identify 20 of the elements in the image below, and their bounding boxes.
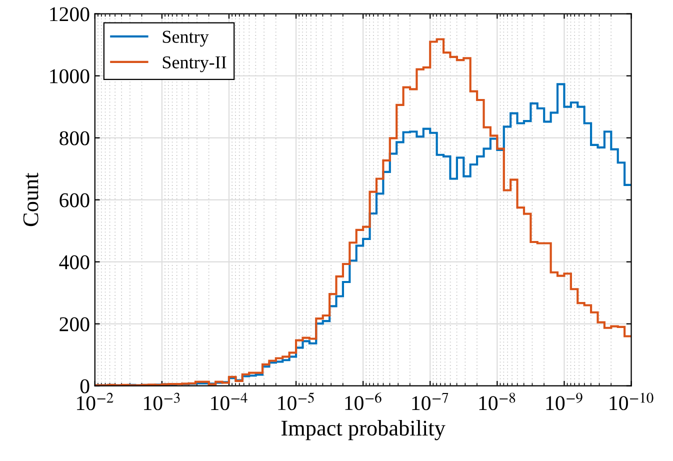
- x-tick-label: 10$^{−4}$: [211, 392, 248, 410]
- x-axis-title: Impact probability: [282, 420, 446, 440]
- y-tick-label: 200: [60, 317, 90, 332]
- y-tick-label: 1200: [50, 7, 90, 22]
- y-tick-label: 1000: [50, 69, 90, 84]
- x-tick-label: 10$^{−10}$: [610, 392, 654, 410]
- legend-label: Sentry-II: [162, 56, 226, 72]
- y-tick-label: 800: [60, 131, 90, 146]
- legend-label: Sentry: [162, 30, 209, 47]
- x-tick-label: 10$^{−7}$: [412, 392, 448, 410]
- y-tick-label: 600: [60, 193, 90, 208]
- x-tick-label: 10$^{−6}$: [345, 392, 382, 410]
- x-tick-label: 10$^{−8}$: [479, 392, 516, 410]
- x-tick-label: 10$^{−3}$: [144, 392, 180, 410]
- x-tick-label: 10$^{−5}$: [278, 392, 314, 410]
- y-tick-label: 0: [80, 379, 90, 394]
- y-axis-title: Count: [23, 172, 38, 226]
- x-tick-label: 10$^{−9}$: [546, 392, 582, 410]
- y-tick-label: 400: [59, 255, 90, 270]
- x-tick-label: 10$^{−2}$: [77, 392, 114, 410]
